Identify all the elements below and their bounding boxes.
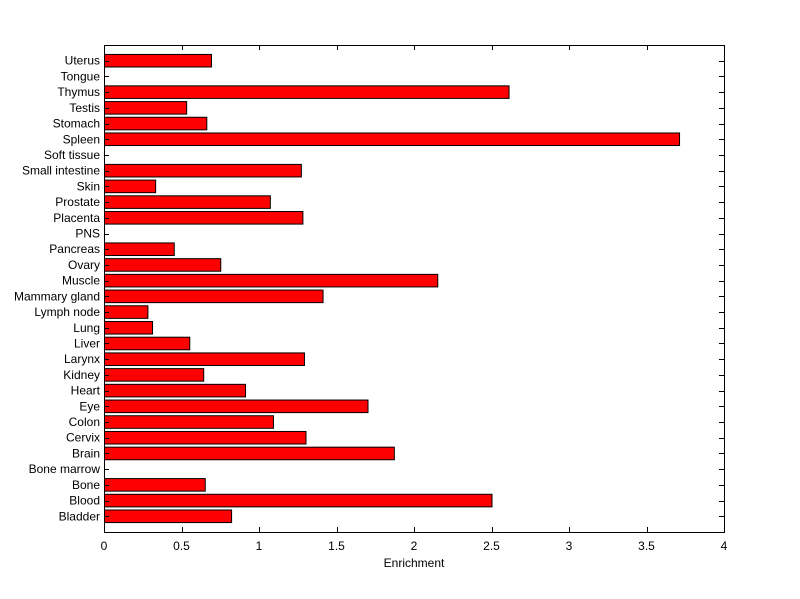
y-tick-label-soft-tissue: Soft tissue	[44, 148, 100, 162]
bar-muscle	[104, 273, 439, 288]
bar-skin	[104, 179, 157, 194]
bar-blood	[104, 493, 493, 508]
y-tick-label-tongue: Tongue	[61, 69, 101, 83]
y-tick-label-stomach: Stomach	[53, 117, 100, 131]
y-tick-label-bladder: Bladder	[59, 509, 100, 523]
bar-uterus	[104, 53, 212, 68]
y-tick-label-skin: Skin	[77, 179, 100, 193]
y-tick-label-bone: Bone	[72, 478, 100, 492]
y-tick-label-prostate: Prostate	[55, 195, 100, 209]
bar-mammary-gland	[104, 289, 324, 304]
y-tick-label-small-intestine: Small intestine	[22, 164, 100, 178]
y-tick-label-placenta: Placenta	[53, 211, 100, 225]
y-tick-label-cervix: Cervix	[66, 431, 100, 445]
bar-kidney	[104, 368, 205, 382]
y-tick-label-pns: PNS	[75, 227, 100, 241]
x-tick-label: 0	[101, 539, 108, 553]
y-tick-label-brain: Brain	[72, 446, 100, 460]
y-tick-label-muscle: Muscle	[62, 274, 100, 288]
y-tick-label-kidney: Kidney	[63, 368, 100, 382]
bar-brain	[104, 446, 395, 461]
y-tick-label-bone-marrow: Bone marrow	[29, 462, 101, 476]
bar-bone	[104, 478, 206, 492]
bar-prostate	[104, 195, 271, 209]
y-tick-label-heart: Heart	[71, 384, 101, 398]
y-tick-label-pancreas: Pancreas	[49, 242, 100, 256]
x-axis-label: Enrichment	[384, 556, 445, 570]
bar-small-intestine	[104, 163, 302, 178]
y-tick-label-spleen: Spleen	[63, 132, 100, 146]
bar-placenta	[104, 211, 304, 225]
bar-pancreas	[104, 242, 175, 257]
plot-frame	[104, 45, 725, 533]
y-tick-label-lymph-node: Lymph node	[34, 305, 100, 319]
y-tick-label-testis: Testis	[69, 101, 100, 115]
bar-eye	[104, 399, 369, 414]
y-tick-label-colon: Colon	[69, 415, 100, 429]
y-tick-label-uterus: Uterus	[65, 54, 100, 68]
y-tick-label-lung: Lung	[73, 321, 100, 335]
bar-lymph-node	[104, 305, 149, 319]
x-tick-label: 3.5	[638, 539, 655, 553]
bar-larynx	[104, 352, 305, 366]
y-tick-label-eye: Eye	[79, 399, 100, 413]
x-tick-label: 1.5	[328, 539, 345, 553]
bar-lung	[104, 320, 154, 335]
bar-testis	[104, 101, 188, 115]
bar-spleen	[104, 132, 681, 147]
y-tick-label-ovary: Ovary	[68, 258, 100, 272]
x-tick-label: 2.5	[483, 539, 500, 553]
bar-colon	[104, 415, 274, 429]
y-tick-label-thymus: Thymus	[57, 85, 100, 99]
y-tick-label-blood: Blood	[69, 494, 100, 508]
y-tick-label-liver: Liver	[74, 336, 100, 350]
bar-thymus	[104, 85, 510, 99]
y-tick-label-larynx: Larynx	[64, 352, 100, 366]
bar-liver	[104, 336, 191, 351]
x-tick-label: 1	[256, 539, 263, 553]
x-tick-label: 3	[566, 539, 573, 553]
bar-stomach	[104, 116, 208, 131]
x-tick-label: 0.5	[173, 539, 190, 553]
bar-cervix	[104, 430, 307, 445]
bar-ovary	[104, 258, 222, 272]
x-tick-label: 4	[721, 539, 728, 553]
x-tick-label: 2	[411, 539, 418, 553]
y-tick-label-mammary-gland: Mammary gland	[14, 289, 100, 303]
bar-bladder	[104, 509, 233, 524]
bars-group	[104, 53, 681, 524]
bar-heart	[104, 383, 247, 398]
